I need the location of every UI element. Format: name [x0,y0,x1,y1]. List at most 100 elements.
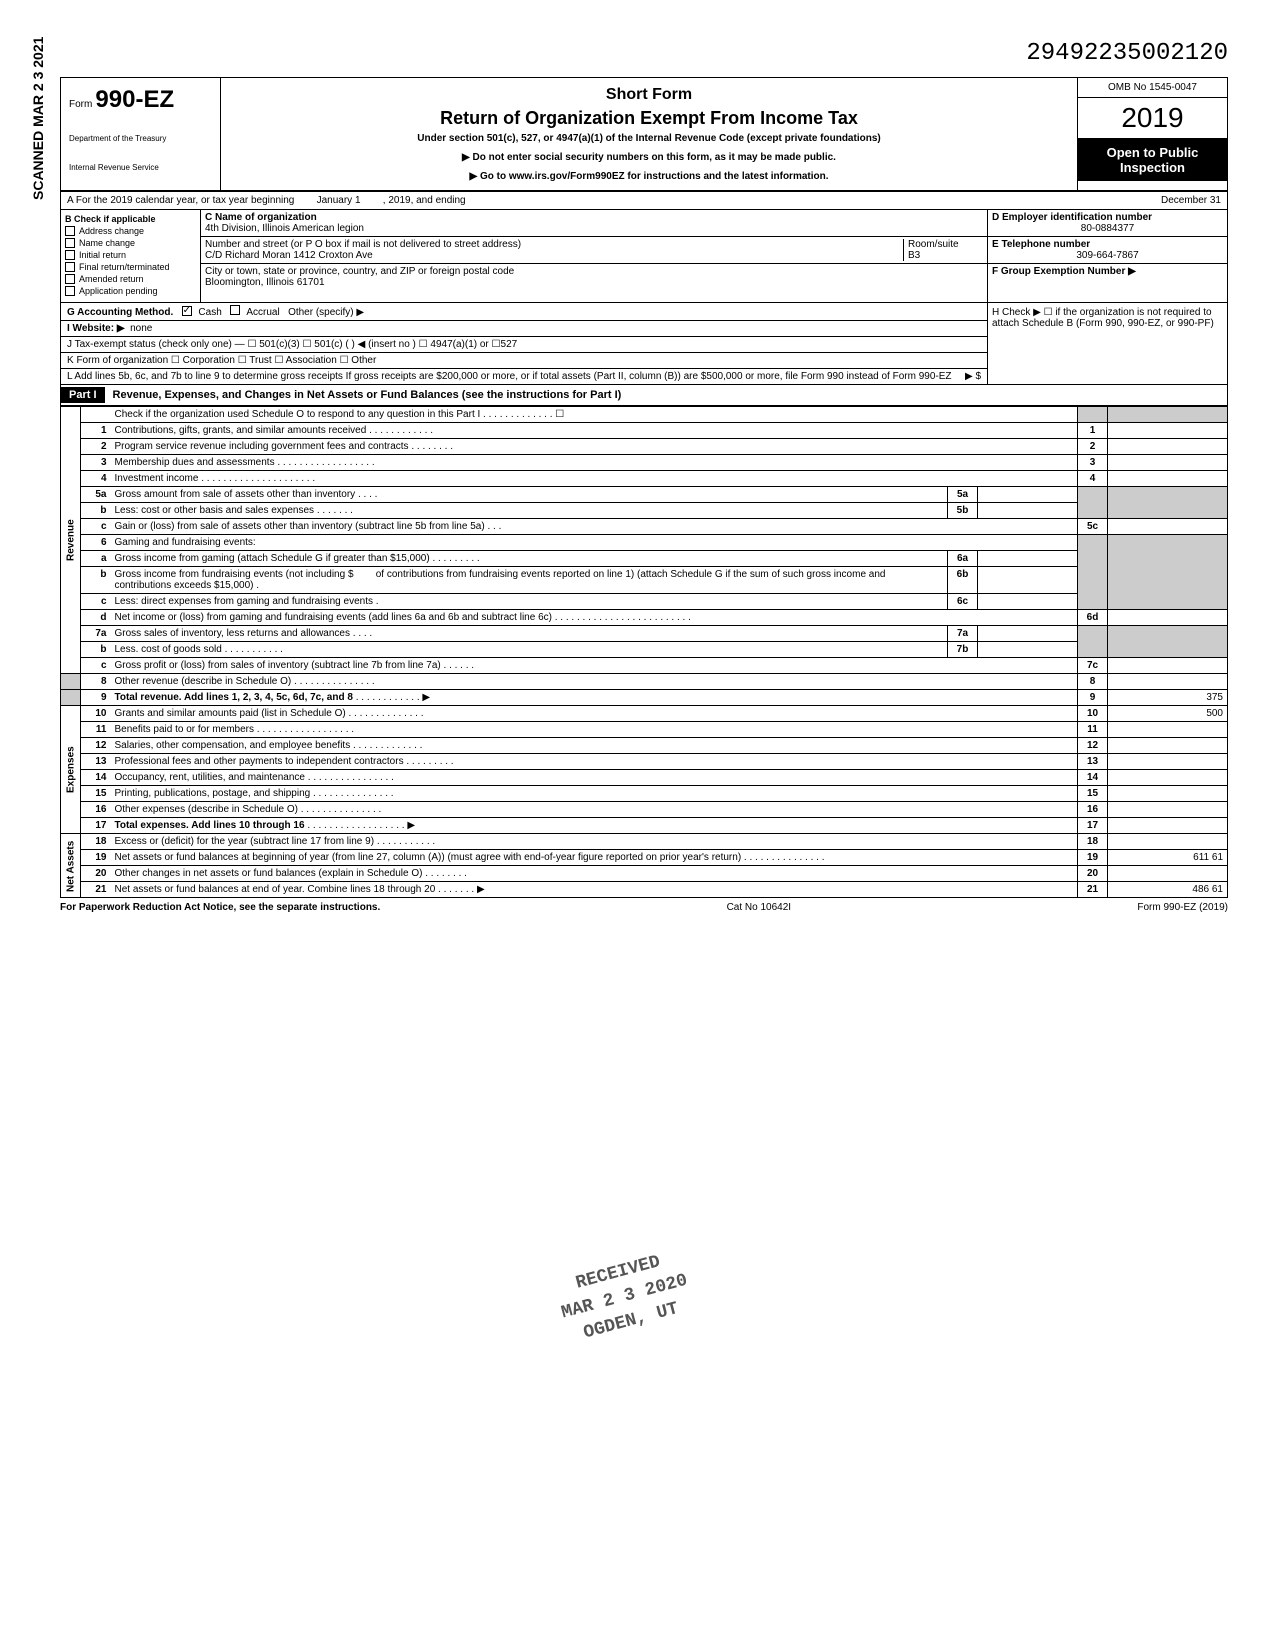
line-12: Salaries, other compensation, and employ… [115,740,351,751]
c-street-label: Number and street (or P O box if mail is… [205,239,903,250]
line-4: Investment income [115,473,199,484]
checkbox-name-change[interactable] [65,238,75,248]
footer: For Paperwork Reduction Act Notice, see … [60,898,1228,917]
i-label: I Website: ▶ [67,323,125,334]
checkbox-accrual[interactable] [230,305,240,315]
row-a: A For the 2019 calendar year, or tax yea… [60,192,1228,210]
form-header-center: Short Form Return of Organization Exempt… [221,78,1077,190]
checkbox-amended[interactable] [65,274,75,284]
checkbox-address-change[interactable] [65,226,75,236]
line-13: Professional fees and other payments to … [115,756,404,767]
line-15: Printing, publications, postage, and shi… [115,788,311,799]
line-9: Total revenue. Add lines 1, 2, 3, 4, 5c,… [115,692,353,703]
revenue-side-label: Revenue [61,407,81,674]
section-bc: B Check if applicable Address change Nam… [60,210,1228,303]
val-21: 486 61 [1108,882,1228,898]
line-6a: Gross income from gaming (attach Schedul… [115,553,436,564]
line-20: Other changes in net assets or fund bala… [115,868,423,879]
e-label: E Telephone number [992,239,1223,250]
row-a-label: A For the 2019 calendar year, or tax yea… [67,195,294,206]
line-10: Grants and similar amounts paid (list in… [115,708,346,719]
form-header-right: OMB No 1545-0047 2019 Open to Public Ins… [1077,78,1227,190]
line-5c: Gain or (loss) from sale of assets other… [115,521,485,532]
form-prefix: Form [69,99,92,110]
line-19: Net assets or fund balances at beginning… [115,852,742,863]
k-row: K Form of organization ☐ Corporation ☐ T… [61,353,987,369]
f-label: F Group Exemption Number ▶ [992,266,1223,277]
g-other: Other (specify) ▶ [288,307,364,318]
expenses-side-label: Expenses [61,706,81,834]
col-left-gh: G Accounting Method. Cash Accrual Other … [61,303,987,384]
b-item-3: Final return/terminated [79,262,170,272]
line-1: Contributions, gifts, grants, and simila… [115,425,367,436]
b-header: B Check if applicable [65,214,196,224]
received-stamp: RECEIVED MAR 2 3 2020 OGDEN, UT [552,1245,697,1352]
line-16: Other expenses (describe in Schedule O) [115,804,298,815]
d-val: 80-0884377 [992,223,1223,234]
line-7b: Less. cost of goods sold [115,644,222,655]
netassets-side-label: Net Assets [61,834,81,898]
return-title: Return of Organization Exempt From Incom… [229,108,1069,129]
col-c: C Name of organization 4th Division, Ill… [201,210,987,302]
line-3: Membership dues and assessments . [115,457,281,468]
part1-header-row: Part I Revenue, Expenses, and Changes in… [60,385,1228,406]
open-to-public: Open to Public Inspection [1078,139,1227,181]
col-de: D Employer identification number 80-0884… [987,210,1227,302]
c-room-val: B3 [908,250,983,261]
part1-title: Revenue, Expenses, and Changes in Net As… [113,389,622,401]
b-item-5: Application pending [79,286,158,296]
row-a-mid: , 2019, and ending [383,195,466,206]
i-val: none [130,323,152,334]
col-right-gh: H Check ▶ ☐ if the organization is not r… [987,303,1227,384]
form-header-left: Form 990-EZ Department of the Treasury I… [61,78,221,190]
g-accrual: Accrual [246,307,279,318]
l-arrow: ▶ $ [965,371,981,382]
d-label: D Employer identification number [992,212,1223,223]
omb-number: OMB No 1545-0047 [1078,78,1227,98]
h-label: H Check ▶ ☐ if the organization is not r… [992,307,1223,329]
g-label: G Accounting Method. [67,307,173,318]
tax-year: 2019 [1078,98,1227,139]
val-19: 611 61 [1108,850,1228,866]
footer-right: Form 990-EZ (2019) [1137,902,1228,913]
line-18: Excess or (deficit) for the year (subtra… [115,836,375,847]
line-6d: Net income or (loss) from gaming and fun… [115,612,552,623]
footer-center: Cat No 10642I [727,902,792,913]
row-a-begin: January 1 [317,195,361,206]
line-14: Occupancy, rent, utilities, and maintena… [115,772,305,783]
line-6: Gaming and fundraising events: [115,537,256,548]
b-item-1: Name change [79,238,135,248]
form-number: 990-EZ [95,86,174,113]
line-7a: Gross sales of inventory, less returns a… [115,628,350,639]
short-form-title: Short Form [229,86,1069,104]
footer-left: For Paperwork Reduction Act Notice, see … [60,902,380,913]
line-6b-pre: Gross income from fundraising events (no… [115,569,354,580]
line-5b: Less: cost or other basis and sales expe… [115,505,315,516]
line-8: Other revenue (describe in Schedule O) [115,676,292,687]
c-room-label: Room/suite [908,239,983,250]
checkbox-cash[interactable] [182,306,192,316]
c-name-val: 4th Division, Illinois American legion [205,223,983,234]
checkbox-final-return[interactable] [65,262,75,272]
val-10: 500 [1108,706,1228,722]
under-section: Under section 501(c), 527, or 4947(a)(1)… [229,133,1069,144]
line-7c: Gross profit or (loss) from sales of inv… [115,660,441,671]
part1-check: Check if the organization used Schedule … [115,409,481,420]
l-label: L Add lines 5b, 6c, and 7b to line 9 to … [67,371,952,382]
instruction-1: ▶ Do not enter social security numbers o… [229,152,1069,163]
document-code: 29492235002120 [60,40,1228,67]
c-name-label: C Name of organization [205,212,983,223]
line-2: Program service revenue including govern… [115,441,409,452]
checkbox-initial-return[interactable] [65,250,75,260]
b-item-0: Address change [79,226,144,236]
line-6c: Less: direct expenses from gaming and fu… [115,596,373,607]
c-city-label: City or town, state or province, country… [205,266,983,277]
line-17: Total expenses. Add lines 10 through 16 [115,820,305,831]
scanned-stamp: SCANNED MAR 2 3 2021 [30,37,46,200]
line-21: Net assets or fund balances at end of ye… [115,884,436,895]
form-header: Form 990-EZ Department of the Treasury I… [60,77,1228,192]
c-street-val: C/D Richard Moran 1412 Croxton Ave [205,250,903,261]
g-cash: Cash [198,307,221,318]
line-11: Benefits paid to or for members [115,724,255,735]
checkbox-application-pending[interactable] [65,286,75,296]
